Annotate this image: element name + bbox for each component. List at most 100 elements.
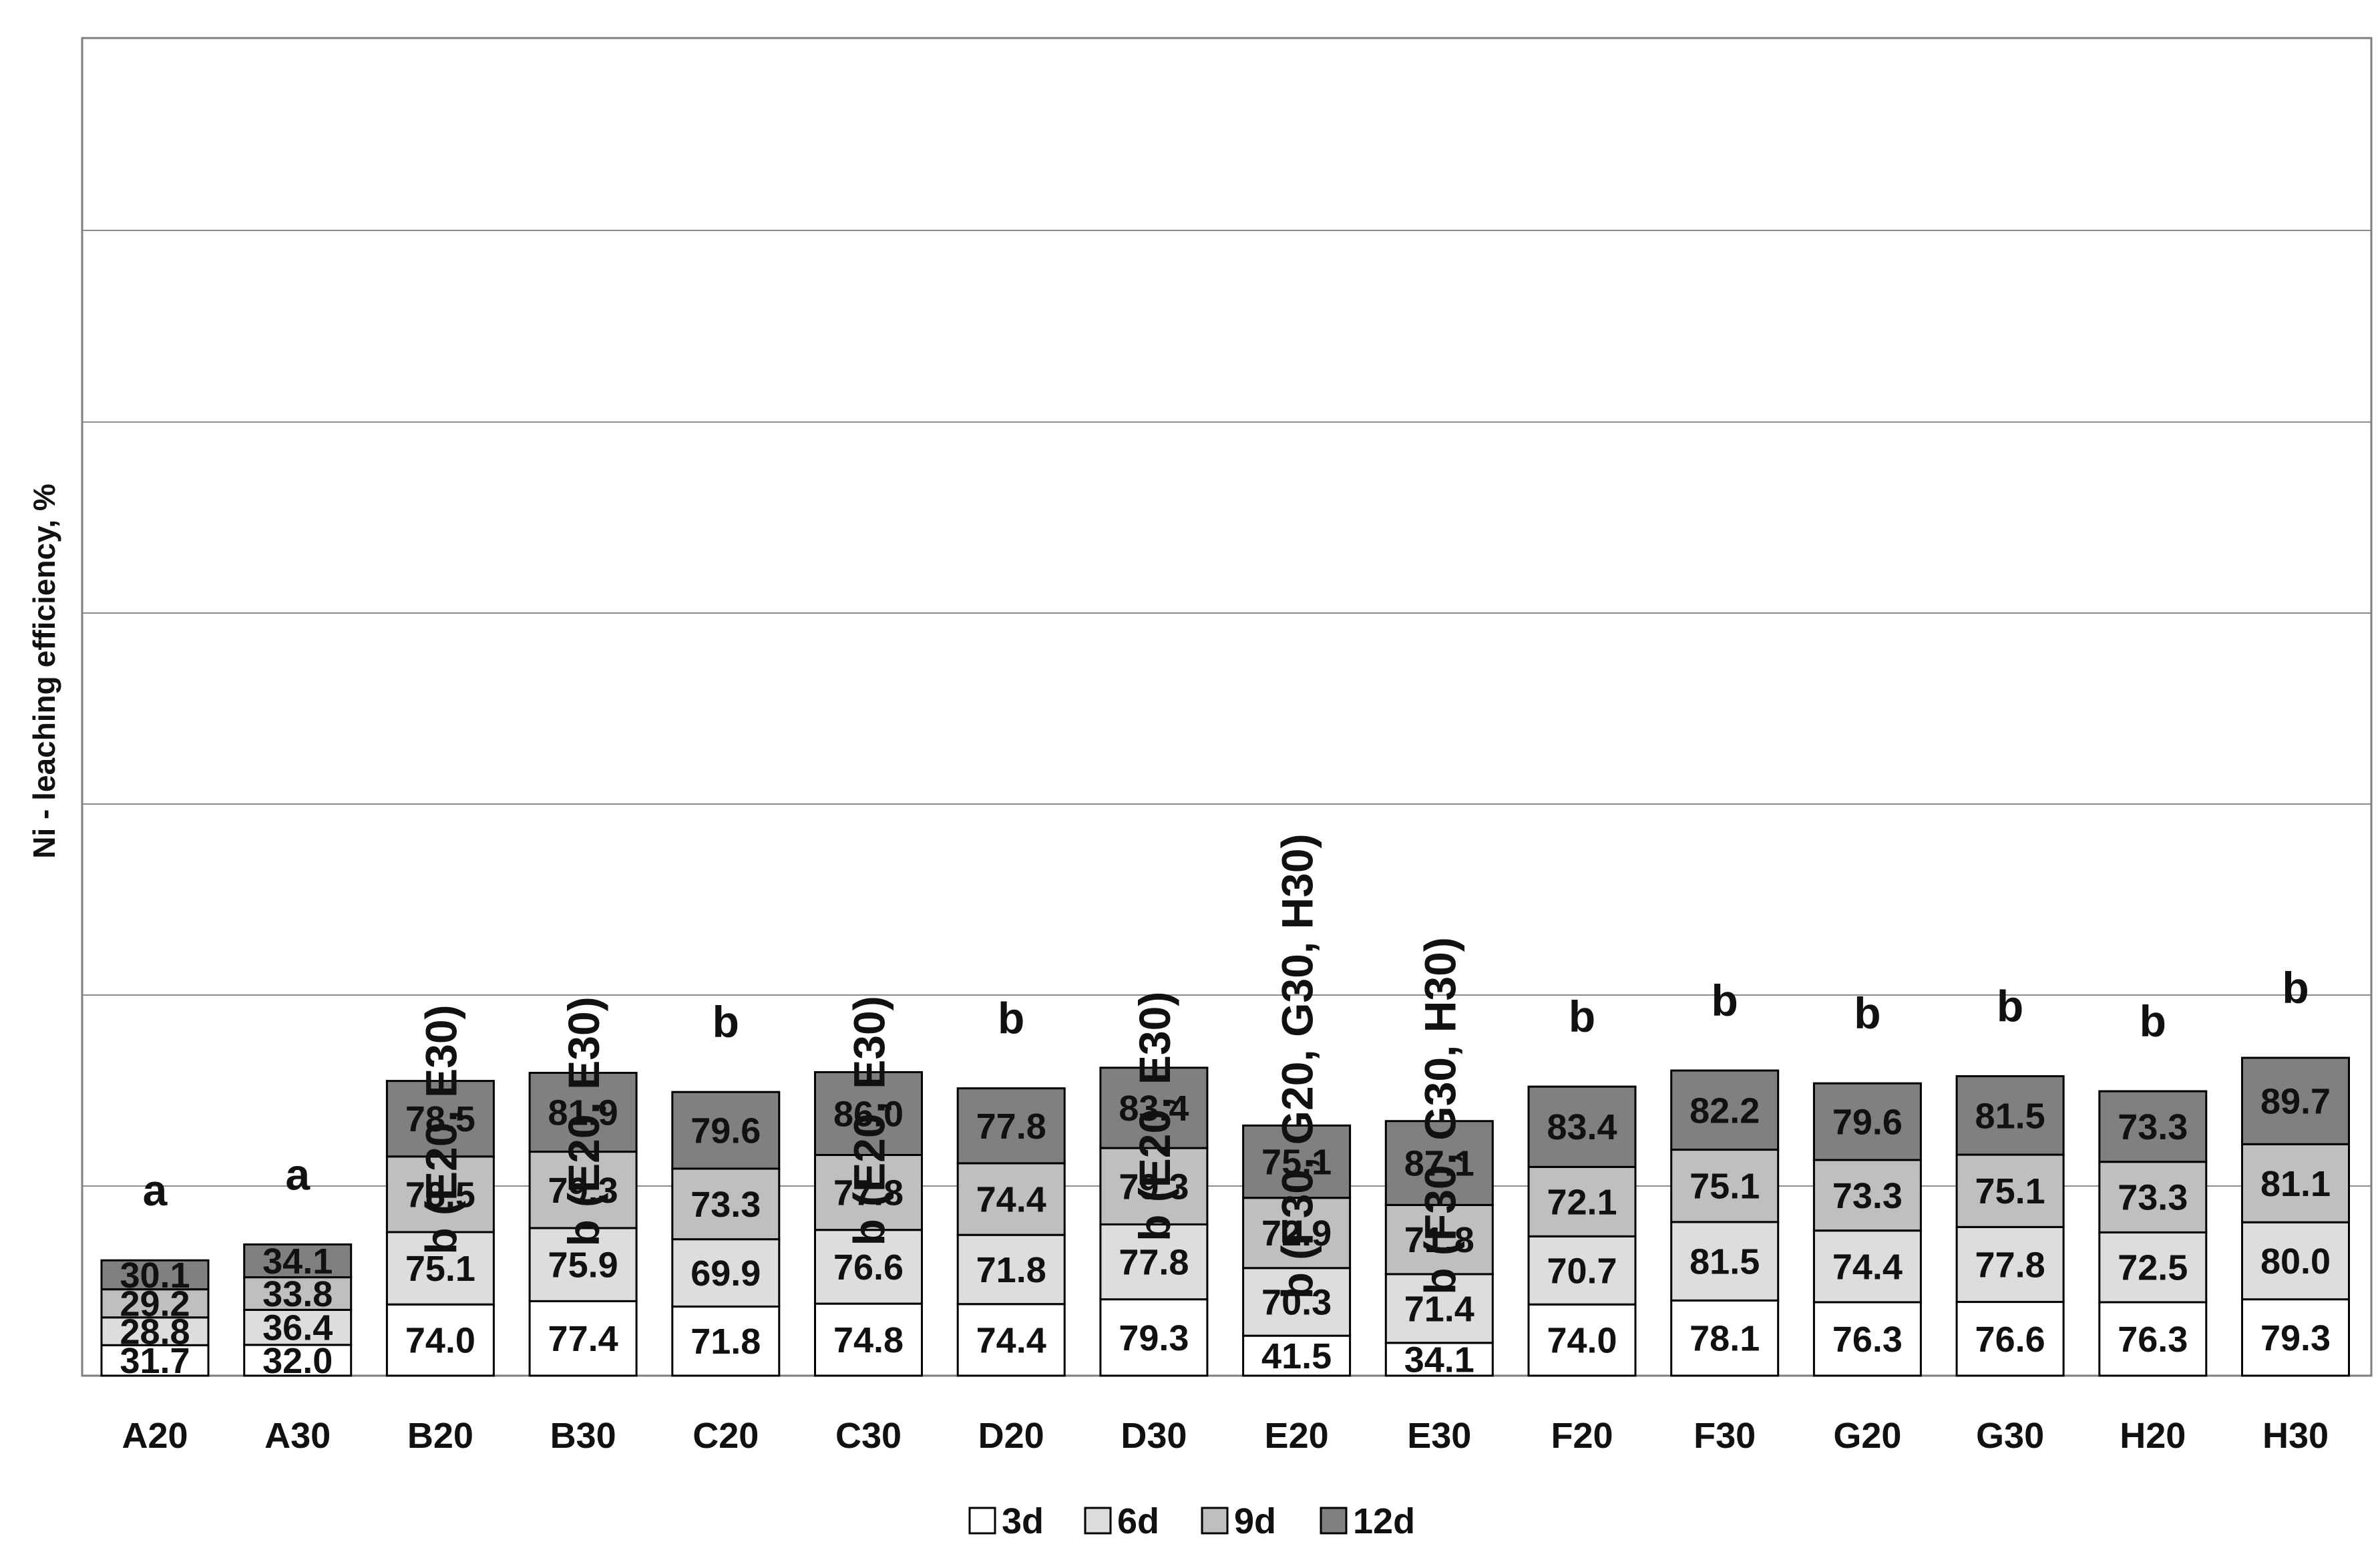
data-label: 74.4 [976,1320,1046,1360]
bar-segment-g30-12d [1955,1075,2065,1156]
bar-segment-c30-12d [814,1071,923,1156]
data-label: 77.8 [1975,1245,2045,1285]
data-label: 75.1 [1261,1143,1332,1183]
bar-group-f30: 78.1 81.5 75.1 82.2 [1670,1069,1780,1377]
significance-label: a [143,1165,168,1215]
plot-frame [81,37,2373,1377]
bar-group-c20: 71.8 69.9 73.3 79.6 [671,1091,781,1377]
x-tick-label: H30 [2262,1416,2329,1456]
bar-group-a20: 31.728.829.230.1 [100,1255,210,1381]
bar-segment-f30-6d [1670,1221,1780,1302]
significance-label: b (F30, G20, G30, H30) [1273,833,1322,1299]
bar-segment-d30-3d [1099,1298,1209,1377]
bar-segment-a30-6d [243,1308,353,1346]
bar-segment-f30-3d [1670,1299,1780,1377]
bar-segment-d20-6d [956,1233,1066,1306]
significance-label: b [1712,976,1738,1025]
data-label: 36.4 [262,1308,333,1348]
data-label: 72.5 [2118,1248,2188,1288]
data-label: 78.5 [405,1175,475,1215]
bar-group-g30: 76.6 77.8 75.1 81.5 [1955,1075,2065,1377]
data-label: 70.3 [1261,1282,1332,1322]
data-label: 71.8 [976,1250,1046,1290]
bar-segment-f30-12d [1670,1069,1780,1151]
bar-segment-a20-6d [100,1316,210,1346]
bar-segment-f20-9d [1527,1165,1637,1237]
bar-segment-c30-3d [814,1302,923,1377]
data-label: 89.7 [2260,1082,2331,1122]
data-label: 78.1 [1690,1319,1760,1359]
x-tick-label: F20 [1551,1416,1613,1456]
data-label: 77.8 [976,1107,1046,1147]
bar-segment-d20-3d [956,1303,1066,1377]
data-label: 83.4 [1119,1089,1189,1129]
bar-segment-h30-3d [2241,1298,2350,1377]
x-tick-label: A20 [122,1416,188,1456]
bar-group-d20: 74.4 71.8 74.4 77.8 [956,1087,1066,1377]
x-tick-label: B30 [550,1416,616,1456]
bar-segment-f20-6d [1527,1235,1637,1306]
x-tick-label: H20 [2120,1416,2186,1456]
data-label: 79.3 [2260,1318,2331,1358]
bar-segment-g20-12d [1812,1082,1922,1161]
significance-labels: a a b (E20, E30) b (E20, E30) b b (E20, E30) b… [143,833,2309,1299]
data-label: 76.3 [2118,1320,2188,1360]
significance-label: b [713,997,739,1046]
bar-segment-c20-12d [671,1091,781,1170]
bar-segment-b20-6d [385,1231,495,1306]
legend-label: 12d [1353,1501,1415,1541]
bar-segment-e30-3d [1384,1342,1494,1377]
data-label: 77.8 [1119,1243,1189,1283]
bar-segment-b20-3d [385,1303,495,1377]
bar-segment-h20-9d [2098,1161,2208,1233]
bar-segment-b30-9d [528,1151,638,1229]
data-label: 73.3 [1832,1176,1903,1216]
data-label: 82.2 [1690,1091,1760,1131]
significance-label: b (E20, E30) [1130,992,1179,1241]
bar-segment-c30-9d [814,1153,923,1231]
bar-segment-b20-12d [385,1080,495,1158]
data-label: 73.3 [690,1185,761,1225]
x-tick-label: F30 [1694,1416,1756,1456]
data-label: 71.8 [1404,1220,1474,1260]
data-label: 41.5 [1261,1336,1332,1376]
bar-group-e30: 34.1 71.4 71.8 87.1 [1384,1120,1494,1380]
bar-group-b20: 74.0 75.1 78.5 78.5 [385,1080,495,1377]
legend-swatch [1201,1507,1229,1535]
significance-label: b (E20, E30) [845,996,894,1245]
data-label: 75.1 [1690,1167,1760,1207]
significance-label: b [1997,982,2023,1031]
data-label: 76.3 [1832,1320,1903,1360]
bar-segment-a20-12d [100,1259,210,1291]
bar-group-c30: 74.8 76.6 77.8 86.0 [814,1071,923,1377]
significance-label: b (E20, E30) [559,996,608,1246]
x-tick-label: E30 [1407,1416,1471,1456]
bar-segment-d30-6d [1099,1223,1209,1301]
data-label: 71.8 [690,1322,761,1362]
data-label: 30.1 [120,1255,190,1296]
data-label: 75.9 [548,1245,618,1286]
bar-group-f20: 74.0 70.7 72.1 83.4 [1527,1085,1637,1377]
data-label: 76.6 [833,1247,904,1288]
data-label: 74.0 [1547,1321,1617,1361]
data-label: 74.0 [405,1321,475,1361]
bar-segment-a20-9d [100,1288,210,1319]
legend-item-3d: 3d [968,1501,1044,1541]
data-label: 83.4 [1547,1107,1617,1147]
x-tick-label: D30 [1121,1416,1187,1456]
bar-group-h20: 76.3 72.5 73.3 73.3 [2098,1090,2208,1377]
data-label: 31.7 [120,1341,190,1381]
data-label: 77.4 [548,1319,618,1359]
bar-segment-e20-9d [1242,1197,1352,1270]
x-tick-label: C30 [835,1416,902,1456]
bar-segment-b20-9d [385,1155,495,1233]
data-label: 80.0 [2260,1241,2331,1282]
data-label: 33.8 [262,1274,333,1314]
data-label: 87.1 [1404,1144,1474,1184]
bar-segment-f20-12d [1527,1085,1637,1168]
data-label: 81.5 [1975,1096,2045,1136]
bar-segment-h30-12d [2241,1056,2350,1145]
significance-label: b [1569,992,1595,1041]
data-label: 70.7 [1547,1251,1617,1291]
data-label: 29.2 [120,1284,190,1324]
